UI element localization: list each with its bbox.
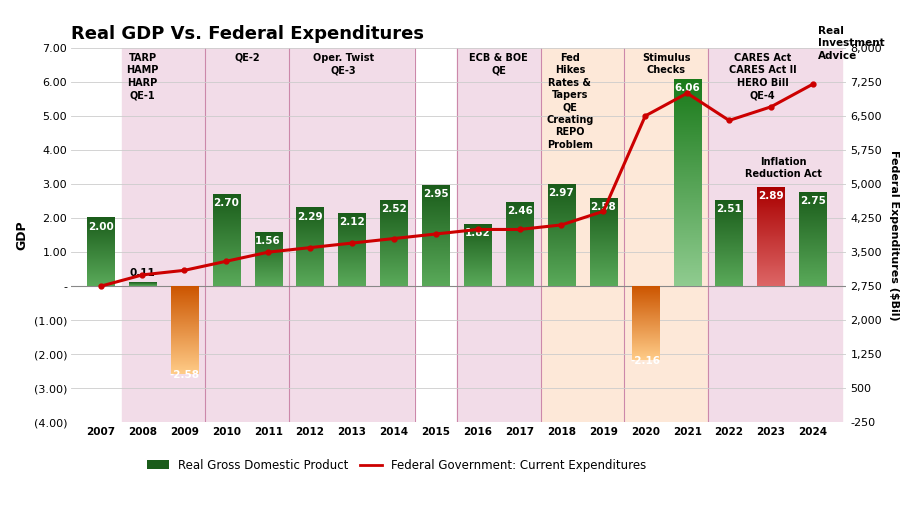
Text: 2.29: 2.29 (297, 211, 323, 222)
Text: 1.56: 1.56 (255, 236, 281, 246)
Text: 2.51: 2.51 (717, 204, 742, 214)
Y-axis label: Federal Expenditures ($Bil): Federal Expenditures ($Bil) (889, 150, 899, 321)
Text: 2.46: 2.46 (506, 206, 533, 216)
Text: TARP
HAMP
HARP
QE-1: TARP HAMP HARP QE-1 (126, 53, 159, 100)
Bar (122, 48, 206, 422)
Text: 2.89: 2.89 (759, 191, 784, 201)
Text: 2.97: 2.97 (548, 188, 574, 198)
Bar (289, 48, 415, 422)
Bar (457, 48, 540, 422)
Text: QE-2: QE-2 (234, 53, 260, 63)
Text: 2.58: 2.58 (590, 201, 616, 212)
Text: 2.00: 2.00 (88, 221, 113, 231)
Text: 2.75: 2.75 (800, 196, 826, 206)
Bar (624, 48, 708, 422)
Text: Fed
Hikes
Rates &
Tapers
QE
Creating
REPO
Problem: Fed Hikes Rates & Tapers QE Creating REP… (547, 53, 593, 150)
Text: Real
Investment
Advice: Real Investment Advice (818, 26, 885, 61)
Text: CARES Act
CARES Act II
HERO Bill
QE-4: CARES Act CARES Act II HERO Bill QE-4 (728, 53, 796, 100)
Text: 0.11: 0.11 (130, 268, 155, 278)
Bar (540, 48, 624, 422)
Legend: Real Gross Domestic Product, Federal Government: Current Expenditures: Real Gross Domestic Product, Federal Gov… (143, 454, 651, 477)
Text: 6.06: 6.06 (675, 83, 700, 93)
Text: -2.58: -2.58 (169, 370, 199, 380)
Text: 2.95: 2.95 (423, 189, 449, 199)
Text: Oper. Twist
QE-3: Oper. Twist QE-3 (313, 53, 374, 75)
Text: ECB & BOE
QE: ECB & BOE QE (469, 53, 528, 75)
Text: 2.52: 2.52 (381, 204, 407, 214)
Bar (206, 48, 289, 422)
Text: Real GDP Vs. Federal Expenditures: Real GDP Vs. Federal Expenditures (71, 26, 424, 43)
Text: 2.70: 2.70 (213, 198, 239, 208)
Text: 2.12: 2.12 (339, 218, 365, 228)
Bar (708, 48, 842, 422)
Bar (415, 48, 457, 422)
Text: Stimulus
Checks: Stimulus Checks (642, 53, 690, 75)
Text: Inflation
Reduction Act: Inflation Reduction Act (745, 157, 822, 179)
Text: 1.82: 1.82 (465, 228, 491, 238)
Text: -2.16: -2.16 (631, 355, 660, 366)
Y-axis label: GDP: GDP (15, 220, 28, 250)
